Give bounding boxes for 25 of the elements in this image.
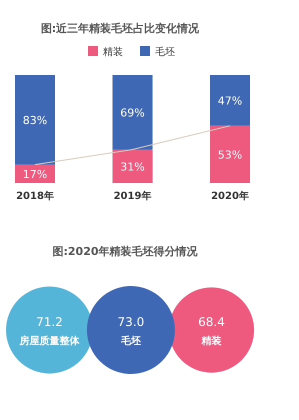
bar xyxy=(112,150,152,183)
bar xyxy=(15,75,55,165)
legend-label: 毛坯 xyxy=(155,46,175,58)
data-label: 71.2 xyxy=(36,315,63,329)
x-tick-label: 2018年 xyxy=(16,190,54,202)
category-label: 毛坯 xyxy=(120,335,141,347)
data-label: 83% xyxy=(22,114,48,127)
x-tick-label: 2020年 xyxy=(211,190,249,202)
bar xyxy=(15,164,55,183)
x-tick-label: 2019年 xyxy=(114,190,152,202)
data-label: 53% xyxy=(218,148,242,162)
data-label: 69% xyxy=(120,106,145,120)
data-label: 47% xyxy=(218,94,242,108)
chart-title: 图:近三年精装毛坯占比变化情况 xyxy=(40,22,200,35)
data-label: 68.4 xyxy=(198,315,225,329)
bar xyxy=(210,126,250,183)
bar xyxy=(210,75,250,126)
text: 图:2020年精装毛坯得分情况 xyxy=(52,245,199,258)
category-label: 房屋质量整体 xyxy=(18,335,80,347)
legend-label: 精装 xyxy=(103,46,123,58)
data-label: 73.0 xyxy=(118,315,144,329)
bar xyxy=(112,75,152,150)
category-label: 精装 xyxy=(200,335,222,347)
data-label: 17% xyxy=(22,168,48,181)
data-label: 31% xyxy=(120,160,145,174)
